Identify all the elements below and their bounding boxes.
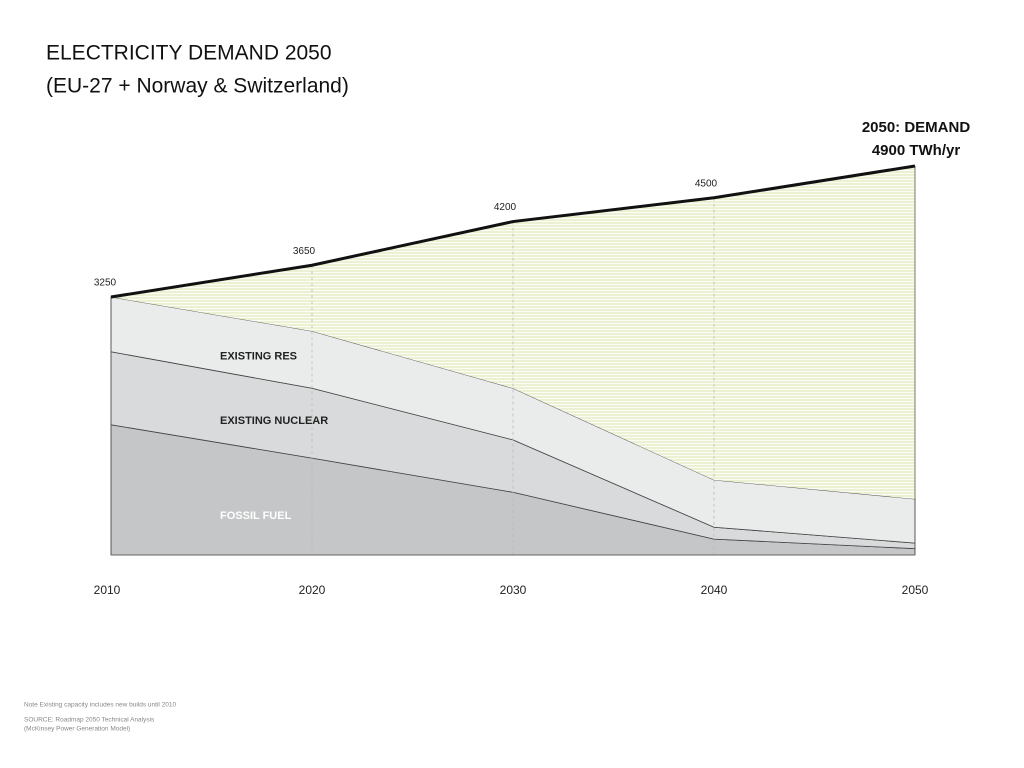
series-label: EXISTING RES: [220, 350, 297, 362]
x-tick-label: 2050: [902, 583, 929, 597]
data-label: 3650: [293, 246, 316, 257]
data-label: 4200: [494, 202, 517, 213]
data-label: 4500: [695, 178, 718, 189]
note: Note Existing capacity includes new buil…: [24, 702, 177, 709]
series-label: FOSSIL FUEL: [220, 510, 292, 522]
x-tick-label: 2020: [299, 583, 326, 597]
annotation: 2050: DEMAND: [862, 119, 971, 136]
annotation: 4900 TWh/yr: [872, 142, 961, 159]
x-tick-label: 2010: [94, 583, 121, 597]
data-label: 3250: [94, 278, 117, 289]
series-label: EXISTING NUCLEAR: [220, 415, 328, 427]
demand-line: [110, 164, 916, 299]
plot: 3250 3650 4200 4500 FOSSIL FUEL EXISTING NUCL…: [94, 164, 929, 597]
x-tick-label: 2030: [500, 583, 527, 597]
note: SOURCE: Roadmap 2050 Technical Analysis: [24, 717, 155, 724]
note: (McKinsey Power Generation Model): [24, 726, 130, 733]
chart-subtitle: (EU-27 + Norway & Switzerland): [46, 75, 349, 98]
chart-title: ELECTRICITY DEMAND 2050: [46, 42, 332, 65]
x-tick-label: 2040: [701, 583, 728, 597]
